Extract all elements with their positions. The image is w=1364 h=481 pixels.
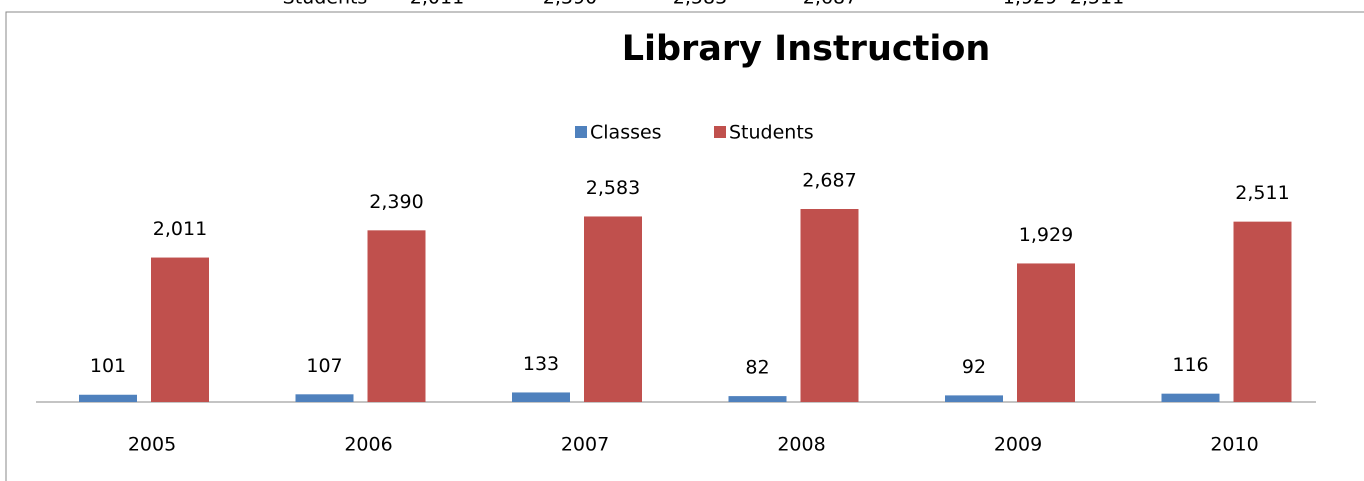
x-tick-label: 2007 bbox=[561, 434, 609, 456]
data-label: 116 bbox=[1172, 354, 1208, 376]
bar bbox=[728, 396, 787, 402]
table-cell: 2,687 bbox=[803, 0, 857, 9]
legend-label: Students bbox=[729, 122, 814, 144]
table-cell: 2,011 bbox=[410, 0, 464, 9]
bar bbox=[1161, 393, 1220, 402]
bar bbox=[295, 394, 354, 402]
legend-label: Classes bbox=[590, 122, 662, 144]
table-row-label: Students bbox=[283, 0, 368, 9]
bar bbox=[1017, 263, 1075, 402]
bar bbox=[79, 394, 137, 402]
table-cell: 2,390 bbox=[543, 0, 597, 9]
data-label: 82 bbox=[745, 357, 769, 379]
table-cell: 1,929 bbox=[1003, 0, 1057, 9]
legend-swatch bbox=[575, 126, 587, 138]
table-cell: 2,583 bbox=[673, 0, 727, 9]
bar bbox=[800, 209, 859, 402]
bar bbox=[945, 395, 1003, 402]
chart-frame bbox=[5, 11, 1364, 481]
data-label: 2,511 bbox=[1235, 182, 1289, 204]
legend-swatch bbox=[714, 126, 726, 138]
chart-title: Library Instruction bbox=[622, 29, 991, 69]
data-label: 2,011 bbox=[153, 218, 207, 240]
bar bbox=[584, 216, 642, 402]
bar bbox=[512, 392, 570, 402]
x-tick-label: 2009 bbox=[994, 434, 1042, 456]
data-label: 133 bbox=[523, 353, 559, 375]
bar bbox=[151, 257, 209, 402]
table-cell: 2,511 bbox=[1070, 0, 1124, 9]
data-label: 107 bbox=[306, 355, 342, 377]
bar bbox=[367, 230, 426, 402]
data-label: 2,687 bbox=[802, 170, 856, 192]
x-tick-label: 2008 bbox=[777, 434, 825, 456]
x-tick-label: 2010 bbox=[1210, 434, 1258, 456]
data-label: 1,929 bbox=[1019, 224, 1073, 246]
data-label: 101 bbox=[90, 355, 126, 377]
x-tick-label: 2005 bbox=[128, 434, 176, 456]
data-label: 2,583 bbox=[586, 177, 640, 199]
bar bbox=[1233, 221, 1292, 402]
data-label: 2,390 bbox=[369, 191, 423, 213]
data-label: 92 bbox=[962, 356, 986, 378]
x-tick-label: 2006 bbox=[344, 434, 392, 456]
